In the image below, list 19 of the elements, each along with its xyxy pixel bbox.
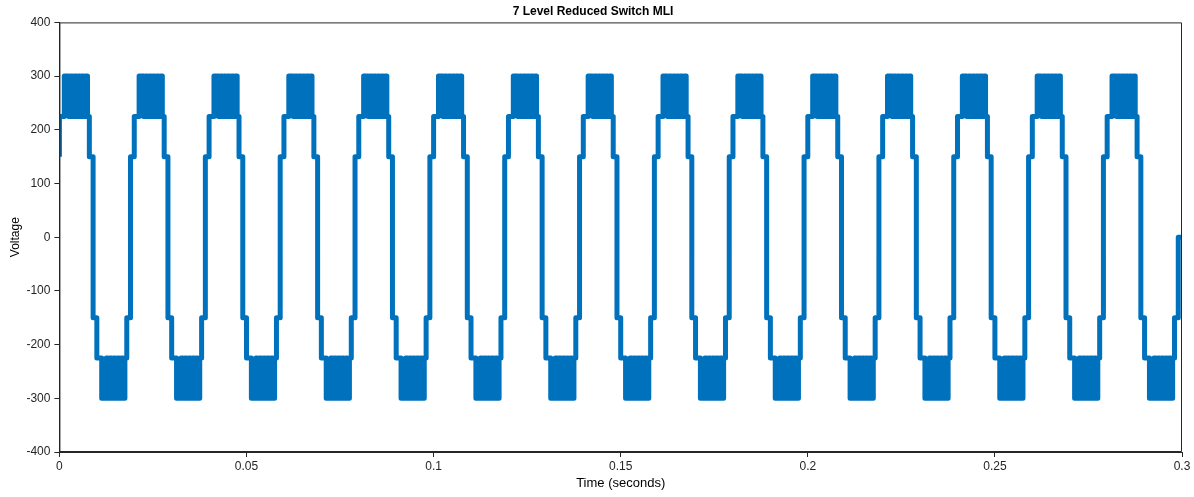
y-tick-label: -400 (26, 444, 51, 459)
x-tick-label: 0.15 (609, 458, 633, 473)
y-tick-label: -200 (26, 336, 51, 351)
x-tick-label: 0.05 (234, 458, 259, 473)
y-tick-label: -100 (26, 283, 51, 298)
y-tick-label: 0 (43, 229, 51, 244)
x-tick-label: 0 (56, 458, 64, 473)
x-axis-title: Time (seconds) (576, 474, 666, 490)
x-tick-label: 0.3 (1173, 458, 1191, 473)
y-tick-label: -300 (26, 390, 51, 405)
y-tick-label: 400 (30, 14, 51, 29)
y-tick-label: 200 (30, 122, 51, 137)
x-tick-label: 0.1 (425, 458, 443, 473)
x-tick-label: 0.2 (799, 458, 817, 473)
x-tick-label: 0.25 (983, 458, 1007, 473)
y-tick-label: 300 (30, 68, 51, 83)
chart-title: 7 Level Reduced Switch MLI (512, 3, 674, 18)
y-tick-label: 100 (30, 175, 51, 190)
y-axis-title: Voltage (7, 216, 22, 258)
